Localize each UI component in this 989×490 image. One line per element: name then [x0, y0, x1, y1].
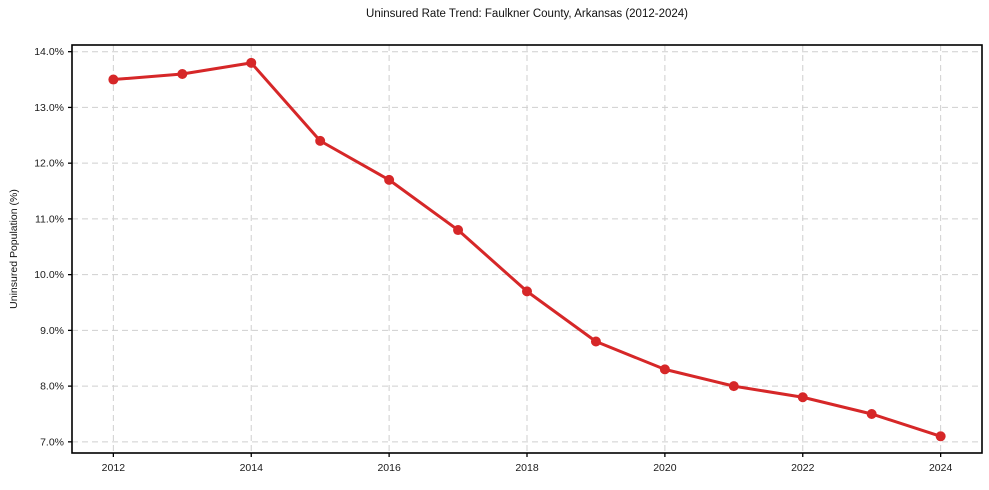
x-tick-label: 2022 [791, 462, 815, 474]
data-point [453, 225, 464, 236]
chart-title: Uninsured Rate Trend: Faulkner County, A… [366, 8, 688, 20]
x-tick-label: 2018 [515, 462, 539, 474]
y-tick-label: 12.0% [34, 158, 64, 170]
data-point [659, 364, 670, 375]
x-tick-label: 2020 [653, 462, 677, 474]
x-tick-label: 2024 [929, 462, 953, 474]
data-point [108, 74, 119, 85]
data-point [246, 57, 257, 68]
data-point [384, 174, 395, 185]
data-point [935, 431, 946, 442]
x-tick-label: 2014 [240, 462, 264, 474]
data-point [866, 408, 877, 419]
y-tick-label: 11.0% [35, 213, 64, 225]
y-tick-label: 7.0% [40, 436, 64, 448]
y-tick-label: 13.0% [34, 102, 64, 114]
x-tick-label: 2016 [377, 462, 401, 474]
data-point [728, 381, 739, 392]
data-point [522, 286, 532, 297]
x-tick-label: 2012 [102, 462, 126, 474]
y-tick-label: 8.0% [40, 381, 64, 393]
data-point [590, 336, 601, 347]
data-point [315, 135, 326, 146]
data-point [797, 392, 808, 403]
y-tick-label: 14.0% [34, 46, 64, 58]
y-tick-label: 10.0% [34, 269, 64, 281]
y-tick-label: 9.0% [40, 325, 64, 337]
data-point [177, 68, 188, 79]
